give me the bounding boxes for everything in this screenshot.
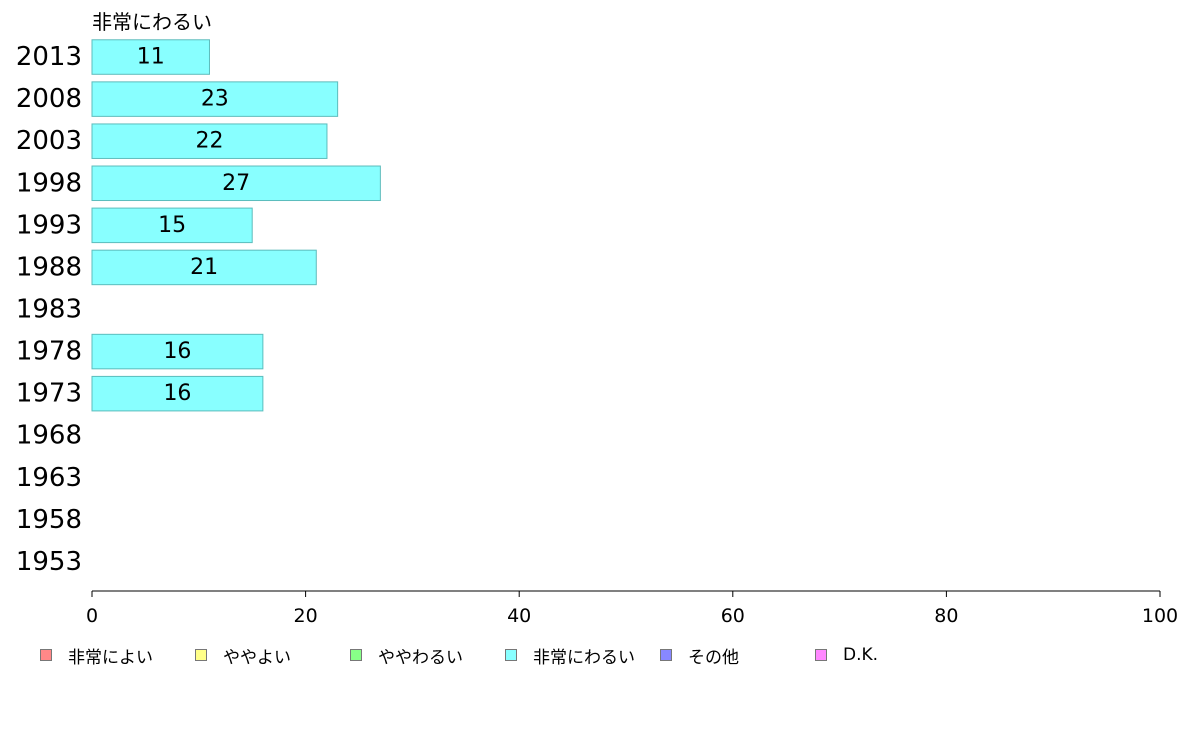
legend-label: 非常によい	[68, 647, 153, 668]
x-tick-label: 40	[507, 605, 531, 627]
legend-label: その他	[688, 647, 739, 668]
legend-item: D.K.	[815, 642, 878, 668]
legend-item: 非常によい	[40, 642, 153, 668]
data-label: 11	[137, 45, 165, 70]
legend: 非常によい ややよい ややわるい 非常にわるい その他 D.K.	[0, 642, 1188, 668]
bar	[91, 207, 253, 244]
legend-swatch	[660, 649, 672, 661]
x-tick-label: 0	[86, 605, 98, 627]
bar	[91, 249, 317, 286]
legend-swatch	[195, 649, 207, 661]
category-label: 2008	[16, 84, 82, 114]
legend-swatch	[40, 649, 52, 661]
x-tick-label: 60	[721, 605, 745, 627]
bar	[91, 39, 210, 75]
legend-label: D.K.	[843, 645, 879, 665]
bar	[91, 333, 264, 370]
category-label: 1978	[16, 337, 82, 367]
bar	[91, 81, 339, 117]
legend-label: ややわるい	[378, 647, 463, 668]
legend-swatch	[350, 649, 362, 661]
category-label: 1988	[16, 252, 82, 282]
category-label: 1953	[16, 547, 82, 577]
data-label: 27	[222, 171, 250, 196]
bar	[91, 123, 328, 159]
category-label: 1998	[16, 168, 82, 198]
data-label: 16	[163, 381, 191, 406]
category-label: 1973	[16, 379, 82, 409]
data-label: 15	[158, 213, 186, 238]
category-label: 1983	[16, 295, 82, 325]
category-label: 1963	[16, 463, 82, 493]
category-label: 1968	[16, 421, 82, 451]
x-tick-label: 80	[934, 605, 958, 627]
legend-item: その他	[660, 642, 739, 668]
legend-item: ややわるい	[350, 642, 463, 668]
data-label: 16	[163, 339, 191, 364]
category-label: 1993	[16, 210, 82, 240]
legend-item: ややよい	[195, 642, 291, 668]
legend-swatch	[505, 649, 517, 661]
bar	[91, 165, 381, 202]
legend-item: 非常にわるい	[505, 642, 635, 668]
data-label: 22	[195, 129, 223, 154]
data-label: 21	[190, 255, 218, 280]
chart-title: 非常にわるい	[92, 10, 212, 34]
x-tick-label: 20	[294, 605, 318, 627]
x-tick-label: 100	[1142, 605, 1178, 627]
legend-label: ややよい	[223, 647, 291, 668]
category-label: 1958	[16, 505, 82, 535]
legend-label: 非常にわるい	[533, 647, 635, 668]
category-label: 2003	[16, 126, 82, 156]
data-label: 23	[201, 87, 229, 112]
bar	[91, 375, 264, 412]
category-label: 2013	[16, 42, 82, 72]
legend-swatch	[815, 649, 827, 661]
